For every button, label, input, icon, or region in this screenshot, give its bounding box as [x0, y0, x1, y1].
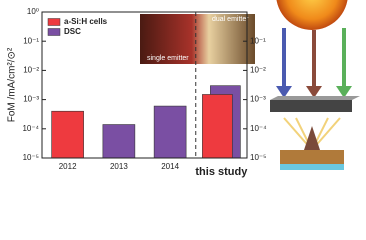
y-tick-label: 10⁻⁵: [23, 153, 39, 162]
y2-tick-label: 10⁻⁵: [250, 153, 266, 162]
y-tick-label: 10⁰: [27, 7, 39, 16]
arrow-head: [306, 86, 322, 98]
x-tick-label: 2014: [161, 162, 179, 171]
bar: [102, 124, 136, 159]
y-axis-label: FoM /mA/cm²/⊙²: [7, 47, 18, 122]
x-tick-label: this study: [195, 166, 248, 178]
annotation: dual emitter: [212, 16, 249, 23]
y-tick-label: 10⁻²: [23, 66, 39, 75]
substrate-base: [280, 164, 344, 170]
plate: [270, 100, 352, 112]
legend-swatch: [47, 28, 61, 36]
y2-tick-label: 10⁻²: [250, 66, 266, 75]
y2-tick-label: 10⁻⁴: [250, 124, 267, 133]
legend-swatch: [47, 18, 61, 26]
y2-tick-label: 10⁻³: [250, 95, 266, 104]
bar: [202, 94, 233, 159]
figure: dual emitter single emitter FoM /mA/cm²/…: [7, 0, 360, 178]
arrow-head: [336, 86, 352, 98]
substrate: [280, 150, 344, 164]
legend-label: DSC: [64, 27, 81, 36]
diagram: [270, 0, 360, 170]
y-tick-label: 10⁻³: [23, 95, 39, 104]
sun: [276, 0, 348, 30]
x-tick-label: 2013: [110, 162, 128, 171]
annotation: single emitter: [147, 55, 189, 62]
y-tick-label: 10⁻⁴: [22, 124, 39, 133]
bar: [153, 105, 187, 159]
bar: [51, 110, 84, 159]
y-tick-label: 10⁻¹: [23, 36, 39, 45]
inset-photo: [140, 14, 255, 64]
emitter: [304, 126, 320, 150]
plate-top: [270, 96, 360, 100]
x-tick-label: 2012: [59, 162, 77, 171]
y2-tick-label: 10⁻¹: [250, 36, 266, 45]
plot-frame: [41, 11, 248, 159]
arrow-head: [276, 86, 292, 98]
legend-label: a-Si:H cells: [64, 17, 108, 26]
